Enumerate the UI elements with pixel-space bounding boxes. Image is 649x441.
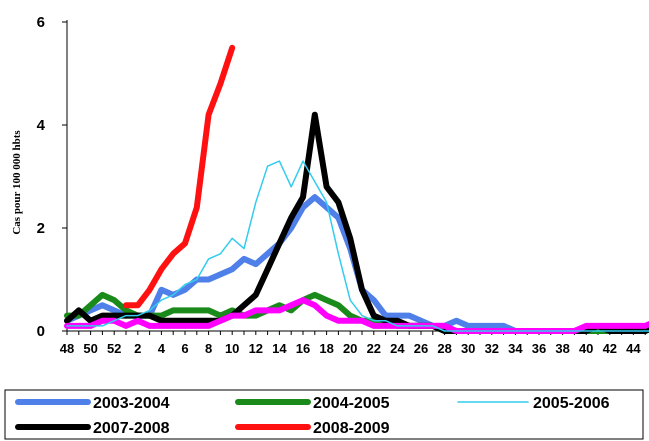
x-tick-label: 48 (60, 341, 74, 356)
x-tick-label: 14 (272, 341, 287, 356)
legend-label: 2007-2008 (93, 420, 170, 437)
x-tick-labels: 48 50 52 2 4 6 8 10 12 14 16 18 20 22 24 26 28 30 32 34 36 38… (60, 341, 642, 356)
x-tick-label: 32 (485, 341, 499, 356)
x-tick-label: 20 (343, 341, 357, 356)
x-tick-label: 8 (205, 341, 212, 356)
x-tick-label: 2 (134, 341, 141, 356)
series-line (66, 160, 649, 332)
x-tick-label: 22 (367, 341, 381, 356)
x-tick-label: 40 (579, 341, 593, 356)
legend-box (4, 389, 644, 440)
x-tick-label: 44 (626, 341, 641, 356)
y-axis-label: Cas pour 100 000 hbts (11, 130, 23, 235)
series-line (123, 44, 236, 309)
x-tick-label: 52 (107, 341, 121, 356)
x-tick-label: 30 (461, 341, 475, 356)
x-tick-label: 18 (319, 341, 333, 356)
series-lines (64, 44, 649, 334)
x-tick-label: 6 (181, 341, 188, 356)
x-tick-label: 34 (508, 341, 523, 356)
legend: 2003-2004 2004-2005 2005-2006 2007-2008 2008… (4, 389, 644, 440)
x-tick-label: 42 (603, 341, 617, 356)
y-tick-label: 0 (37, 323, 45, 340)
x-tick-label: 28 (437, 341, 451, 356)
y-tick-label: 2 (37, 220, 45, 237)
x-tick-label: 50 (83, 341, 97, 356)
y-tick-label: 6 (37, 14, 45, 31)
x-tick-label: 36 (532, 341, 546, 356)
x-tick-label: 10 (225, 341, 239, 356)
legend-label: 2004-2005 (313, 395, 390, 412)
x-tick-label: 16 (296, 341, 310, 356)
legend-label: 2003-2004 (93, 395, 170, 412)
y-tick-labels: 0 2 4 6 (37, 14, 46, 340)
x-tick-label: 26 (414, 341, 428, 356)
x-tick-label: 4 (158, 341, 166, 356)
x-tick-label: 24 (390, 341, 405, 356)
legend-label: 2008-2009 (313, 420, 390, 437)
x-tick-label: 12 (249, 341, 263, 356)
x-tick-label: 38 (555, 341, 569, 356)
y-tick-label: 4 (37, 117, 46, 134)
legend-label: 2005-2006 (533, 395, 610, 412)
